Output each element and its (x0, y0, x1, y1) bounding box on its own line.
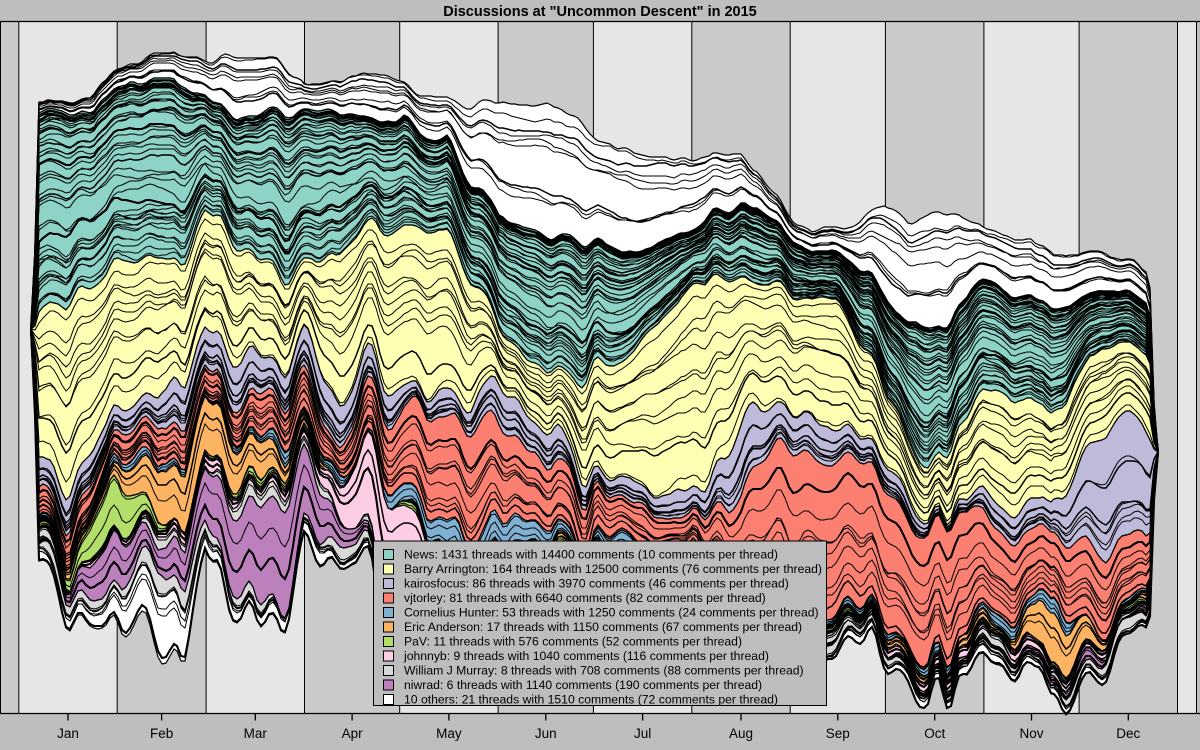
svg-text:Dec: Dec (1116, 726, 1140, 741)
svg-text:Eric Anderson: 17 threads with: Eric Anderson: 17 threads with 1150 comm… (404, 620, 802, 634)
svg-text:Jan: Jan (57, 726, 79, 741)
svg-text:Aug: Aug (729, 726, 753, 741)
svg-text:Oct: Oct (924, 726, 945, 741)
svg-text:Barry Arrington: 164 threads w: Barry Arrington: 164 threads with 12500 … (404, 562, 822, 576)
svg-text:Jul: Jul (634, 726, 651, 741)
svg-text:William J Murray: 8 threads wi: William J Murray: 8 threads with 708 com… (404, 664, 804, 678)
svg-text:News: 1431 threads with 14400: News: 1431 threads with 14400 comments (… (404, 548, 778, 562)
svg-text:johnnyb: 9 threads with 1040 c: johnnyb: 9 threads with 1040 comments (1… (403, 649, 769, 663)
svg-text:Jun: Jun (535, 726, 557, 741)
svg-text:Discussions at "Uncommon Desce: Discussions at "Uncommon Descent" in 201… (443, 4, 757, 20)
svg-text:May: May (436, 726, 462, 741)
svg-text:kairosfocus: 86 threads with 3: kairosfocus: 86 threads with 3970 commen… (404, 577, 789, 591)
svg-text:Mar: Mar (244, 726, 268, 741)
svg-text:PaV: 11 threads with 576 comme: PaV: 11 threads with 576 comments (52 co… (404, 635, 742, 649)
svg-text:Apr: Apr (342, 726, 364, 741)
svg-text:Sep: Sep (826, 726, 850, 741)
svg-text:vjtorley: 81 threads with 6640: vjtorley: 81 threads with 6640 comments … (404, 591, 766, 605)
svg-text:10 others: 21 threads with 151: 10 others: 21 threads with 1510 comments… (404, 693, 778, 707)
svg-text:Cornelius Hunter: 53 threads w: Cornelius Hunter: 53 threads with 1250 c… (404, 606, 819, 620)
svg-text:Nov: Nov (1019, 726, 1043, 741)
svg-text:Feb: Feb (150, 726, 173, 741)
svg-text:niwrad: 6 threads with 1140 co: niwrad: 6 threads with 1140 comments (19… (404, 678, 762, 692)
